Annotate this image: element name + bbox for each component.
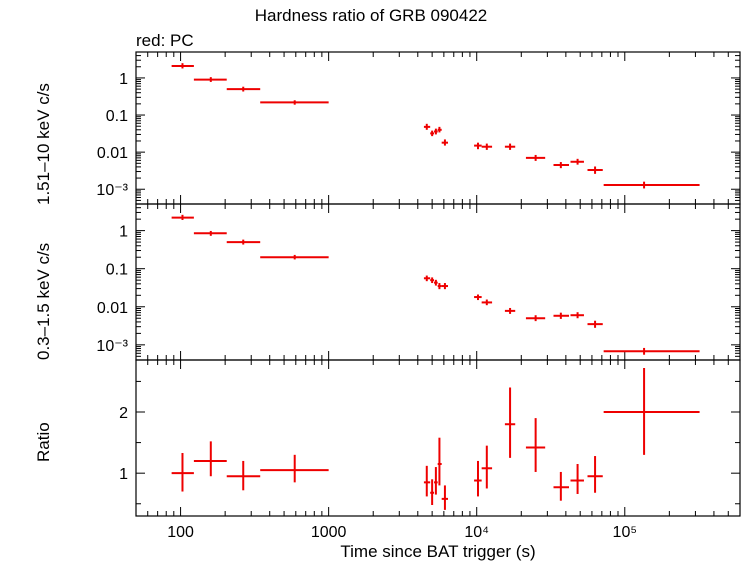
data-point <box>441 139 449 146</box>
data-point <box>504 387 516 458</box>
data-point <box>226 239 261 245</box>
x-axis-label: Time since BAT trigger (s) <box>340 542 536 561</box>
data-point <box>474 142 482 150</box>
chart-title: Hardness ratio of GRB 090422 <box>254 6 488 25</box>
data-point <box>430 277 435 284</box>
data-point <box>171 63 194 69</box>
data-point <box>437 126 442 133</box>
data-point <box>587 456 603 493</box>
y-tick-label: 0.01 <box>97 145 128 162</box>
data-point <box>553 162 569 169</box>
data-point <box>481 143 493 150</box>
x-tick-label: 10⁵ <box>613 524 637 541</box>
data-point <box>603 181 700 189</box>
data-point <box>260 254 329 260</box>
data-point <box>437 283 442 290</box>
y-tick-label: 0.01 <box>97 300 128 317</box>
data-point <box>525 154 546 161</box>
data-point <box>434 128 438 135</box>
data-point <box>504 143 516 150</box>
data-point <box>481 445 493 489</box>
y-tick-label: 10⁻³ <box>96 182 128 199</box>
data-point <box>423 123 431 130</box>
data-point <box>434 467 438 495</box>
data-point <box>171 214 194 221</box>
legend-note: red: PC <box>136 31 194 50</box>
data-point <box>587 166 603 174</box>
panel-middle-frame <box>135 203 741 361</box>
data-point <box>226 460 261 491</box>
data-point <box>587 320 603 328</box>
panel-bottom-frame <box>135 359 741 517</box>
panel-top-frame <box>135 51 741 205</box>
data-point <box>570 464 584 494</box>
data-point <box>430 130 435 137</box>
y-tick-label: 0.1 <box>106 108 128 125</box>
y-tick-label: 0.1 <box>106 262 128 279</box>
data-point <box>434 279 438 286</box>
y-tick-label: 1 <box>119 466 128 483</box>
data-point <box>226 86 261 92</box>
x-tick-label: 10⁴ <box>464 524 489 541</box>
data-point <box>525 315 546 322</box>
data-point <box>603 367 700 455</box>
data-point <box>423 465 431 497</box>
data-point <box>171 452 194 492</box>
data-point <box>481 299 493 306</box>
data-point <box>423 275 431 282</box>
data-point <box>553 312 569 319</box>
y-tick-label: 10⁻³ <box>96 338 128 355</box>
y-tick-label: 2 <box>119 405 128 422</box>
data-point <box>474 460 482 497</box>
y-tick-label: 1 <box>119 71 128 88</box>
y-tick-label: 1 <box>119 224 128 241</box>
data-point <box>570 158 584 165</box>
data-point <box>430 479 435 505</box>
data-point <box>525 418 546 472</box>
data-point <box>441 485 449 510</box>
data-point <box>260 100 329 105</box>
data-point <box>193 230 227 236</box>
data-point <box>504 307 516 314</box>
data-point <box>570 312 584 319</box>
data-point <box>553 471 569 501</box>
data-point <box>441 283 449 290</box>
data-point <box>193 77 227 82</box>
data-point <box>437 437 442 486</box>
x-tick-label: 1000 <box>311 524 347 541</box>
data-point <box>474 294 482 301</box>
data-point <box>260 454 329 483</box>
data-point <box>193 441 227 477</box>
x-tick-label: 100 <box>167 524 194 541</box>
data-point <box>603 347 700 355</box>
